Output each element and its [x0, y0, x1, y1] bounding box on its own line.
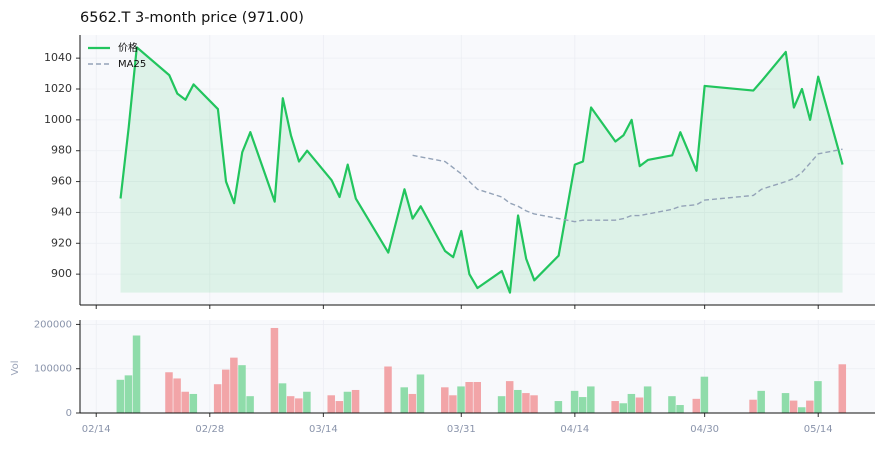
- y-tick-label: 940: [51, 205, 72, 218]
- volume-bar: [522, 393, 530, 413]
- volume-bar: [441, 387, 449, 413]
- y-tick-label: 960: [51, 175, 72, 188]
- legend-label: MA25: [118, 59, 146, 70]
- line: [119, 46, 844, 294]
- volume-bar: [335, 401, 344, 413]
- y-tick-label: 1040: [44, 51, 72, 64]
- volume-bar: [246, 396, 254, 413]
- volume-bar: [627, 393, 636, 413]
- x-tick-label: 05/14: [804, 424, 833, 435]
- volume-bar: [343, 391, 352, 413]
- x-tick-label: 04/14: [560, 424, 589, 435]
- volume-bar: [327, 395, 335, 413]
- x-tick-label: 02/14: [82, 424, 111, 435]
- volume-bar: [124, 375, 133, 413]
- volume-bar: [230, 357, 238, 413]
- volume-bar: [668, 396, 676, 413]
- volume-bar: [173, 378, 181, 413]
- volume-bar: [181, 391, 189, 413]
- volume-bar: [222, 369, 230, 413]
- volume-bar: [676, 405, 684, 413]
- area: [120, 47, 843, 293]
- volume-bar: [457, 386, 465, 413]
- y-tick-label: 100000: [34, 364, 72, 375]
- volume-bar: [806, 400, 814, 413]
- volume-bar: [757, 390, 765, 413]
- volume-bar: [449, 395, 457, 413]
- volume-bar: [505, 381, 514, 413]
- legend-label: 价格: [118, 41, 138, 54]
- volume-bar: [530, 395, 538, 413]
- y-tick-label: 200000: [34, 319, 72, 330]
- y-tick-label: 920: [51, 236, 72, 249]
- volume-bar: [578, 397, 587, 413]
- volume-bar: [408, 393, 417, 413]
- x-tick-label: 03/14: [309, 424, 338, 435]
- y-tick-label: 980: [51, 144, 72, 157]
- volume-bar: [570, 390, 579, 413]
- volume-bar: [473, 382, 481, 413]
- volume-bar: [116, 379, 125, 413]
- volume-bar: [781, 393, 790, 413]
- x-tick-label: 03/31: [447, 424, 476, 435]
- volume-bar: [278, 383, 287, 413]
- plot-background: [80, 35, 875, 305]
- volume-bar: [692, 398, 701, 413]
- volume-bar: [286, 396, 295, 413]
- volume-bar: [465, 382, 473, 413]
- volume-bar: [554, 401, 563, 413]
- x-tick-label: 04/30: [690, 424, 719, 435]
- volume-bar: [351, 389, 360, 413]
- volume-bar: [789, 400, 798, 413]
- y-axis-label: Vol: [10, 361, 21, 376]
- volume-bar: [497, 396, 506, 413]
- volume-bar: [643, 386, 652, 413]
- volume-bar: [514, 389, 522, 413]
- volume-bar: [587, 386, 595, 413]
- line: [412, 148, 843, 223]
- volume-bar: [132, 335, 141, 413]
- y-tick-label: 1020: [44, 82, 72, 95]
- volume-bar: [749, 399, 757, 413]
- volume-bar: [838, 364, 847, 413]
- y-tick-label: 900: [51, 267, 72, 280]
- volume-bar: [165, 372, 173, 413]
- y-tick-label: 1000: [44, 113, 72, 126]
- volume-bar: [797, 407, 806, 413]
- x-tick-label: 02/28: [195, 424, 224, 435]
- volume-bar: [700, 376, 709, 413]
- volume-bar: [270, 327, 279, 413]
- volume-bar: [619, 403, 628, 413]
- volume-bar: [814, 381, 822, 413]
- volume-bar: [189, 393, 198, 413]
- volume-bar: [384, 366, 392, 413]
- volume-bar: [295, 398, 303, 413]
- chart-title: 6562.T 3-month price (971.00): [80, 10, 304, 26]
- volume-bar: [238, 365, 246, 413]
- volume-bar: [635, 397, 644, 413]
- volume-bar: [400, 387, 408, 413]
- volume-bar: [611, 401, 619, 413]
- volume-bar: [303, 391, 311, 413]
- volume-bar: [213, 384, 222, 413]
- y-tick-label: 0: [66, 408, 72, 419]
- volume-bar: [416, 374, 425, 413]
